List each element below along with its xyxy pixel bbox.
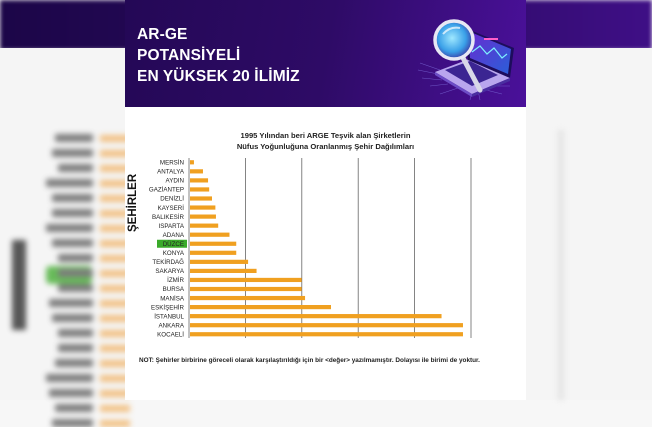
background-label: [58, 284, 93, 292]
bar-teki̇rdağ: [190, 259, 249, 264]
bar-gazi̇antep: [190, 187, 210, 192]
bar-konya: [190, 250, 237, 255]
highlight-box: [157, 239, 187, 248]
background-label: [55, 134, 93, 142]
category-label: SAKARYA: [155, 268, 185, 275]
chart-title-line-2: Nüfus Yoğunluğuna Oranlanmış Şehir Dağıl…: [236, 142, 415, 151]
background-label: [52, 209, 93, 217]
background-bar: [100, 300, 130, 307]
background-gridline: [558, 130, 564, 400]
background-label: [49, 389, 93, 397]
background-label: [52, 239, 93, 247]
background-bar: [100, 225, 130, 232]
background-bar: [100, 210, 130, 217]
background-label: [52, 194, 93, 202]
bar-kocaeli̇: [190, 332, 463, 337]
background-label: [46, 224, 93, 232]
infographic-card: AR-GE POTANSİYELİ EN YÜKSEK 20 İLİMİZ: [125, 0, 526, 400]
category-label: MANİSA: [160, 295, 185, 302]
background-bar: [100, 240, 130, 247]
category-label: ANKARA: [159, 322, 185, 329]
header-banner: AR-GE POTANSİYELİ EN YÜKSEK 20 İLİMİZ: [125, 0, 526, 107]
bar-chart: MERSİN ANTALYA AYDIN GAZİANTEP DENİZLİ KAYSER…: [149, 158, 472, 338]
category-label: DENİZLİ: [160, 196, 184, 203]
bar-bursa: [190, 286, 302, 292]
background-bar: [100, 195, 130, 202]
background-label: [58, 269, 93, 277]
background-label: [58, 344, 93, 352]
category-label: KOCAELİ: [157, 331, 184, 338]
bar-sakarya: [190, 268, 257, 273]
background-label: [46, 179, 93, 187]
background-label: [52, 149, 93, 157]
category-label: MERSİN: [160, 160, 184, 167]
category-label: AYDIN: [166, 178, 184, 185]
background-label: [55, 404, 93, 412]
background-bar: [100, 150, 130, 157]
background-bar: [100, 330, 130, 337]
bar-i̇stanbul: [190, 314, 442, 319]
category-label: ANTALYA: [157, 169, 185, 176]
bar-eski̇şehi̇r: [190, 305, 331, 310]
magnifier-laptop-icon: [417, 19, 514, 101]
background-blurred-copy: [0, 120, 130, 427]
bar-balikesi̇r: [190, 214, 216, 219]
category-label: BALIKESİR: [152, 214, 185, 221]
background-label: [58, 329, 93, 337]
bar-düzce: [190, 241, 237, 246]
category-label: ADANA: [163, 232, 185, 239]
background-label: [52, 314, 93, 322]
bar-adana: [190, 232, 230, 237]
background-bar: [100, 375, 130, 382]
bar-mani̇sa: [190, 295, 306, 301]
category-label: İZMİR: [167, 277, 184, 284]
bar-i̇zmi̇r: [190, 277, 302, 283]
background-bar: [100, 420, 130, 427]
headline-line-1: AR-GE: [137, 26, 188, 43]
background-label: [49, 299, 93, 307]
background-label: [46, 374, 93, 382]
bar-aydin: [190, 178, 209, 183]
background-ylabel: [12, 240, 26, 330]
background-bar: [100, 315, 130, 322]
background-label: [58, 254, 93, 262]
category-label: İSTANBUL: [154, 313, 184, 320]
bar-mersi̇n: [190, 160, 194, 165]
category-label: TEKİRDAĞ: [152, 259, 184, 266]
bar-antalya: [190, 169, 203, 174]
background-bar: [100, 405, 130, 412]
category-label: ISPARTA: [159, 223, 185, 230]
background-bar: [100, 285, 130, 292]
background-label: [58, 164, 93, 172]
category-label: KAYSERİ: [158, 205, 185, 212]
bar-ankara: [190, 323, 463, 328]
category-label: BURSA: [163, 286, 185, 293]
headline-line-2: POTANSİYELİ: [137, 47, 241, 64]
background-label: [52, 419, 93, 427]
background-bar: [100, 165, 130, 172]
background-bar: [100, 135, 130, 142]
category-label: GAZİANTEP: [149, 187, 184, 194]
category-label: DÜZCE: [163, 241, 184, 248]
bar-isparta: [190, 223, 219, 228]
footnote: NOT: Şehirler birbirine göreceli olarak …: [139, 357, 480, 364]
bar-deni̇zli̇: [190, 196, 212, 201]
background-bar: [100, 360, 130, 367]
background-label: [55, 359, 93, 367]
background-bar: [100, 180, 130, 187]
background-bar: [100, 255, 130, 262]
chart-title-line-1: 1995 Yılından beri ARGE Teşvik alan Şirk…: [240, 131, 411, 140]
bar-kayseri̇: [190, 205, 216, 210]
background-bar: [100, 390, 130, 397]
category-label: KONYA: [163, 250, 185, 257]
background-bar: [100, 270, 130, 277]
headline: AR-GE POTANSİYELİ EN YÜKSEK 20 İLİMİZ: [137, 24, 300, 87]
headline-line-3: EN YÜKSEK 20 İLİMİZ: [137, 68, 300, 85]
background-bar: [100, 345, 130, 352]
category-label: ESKİŞEHİR: [151, 304, 185, 311]
